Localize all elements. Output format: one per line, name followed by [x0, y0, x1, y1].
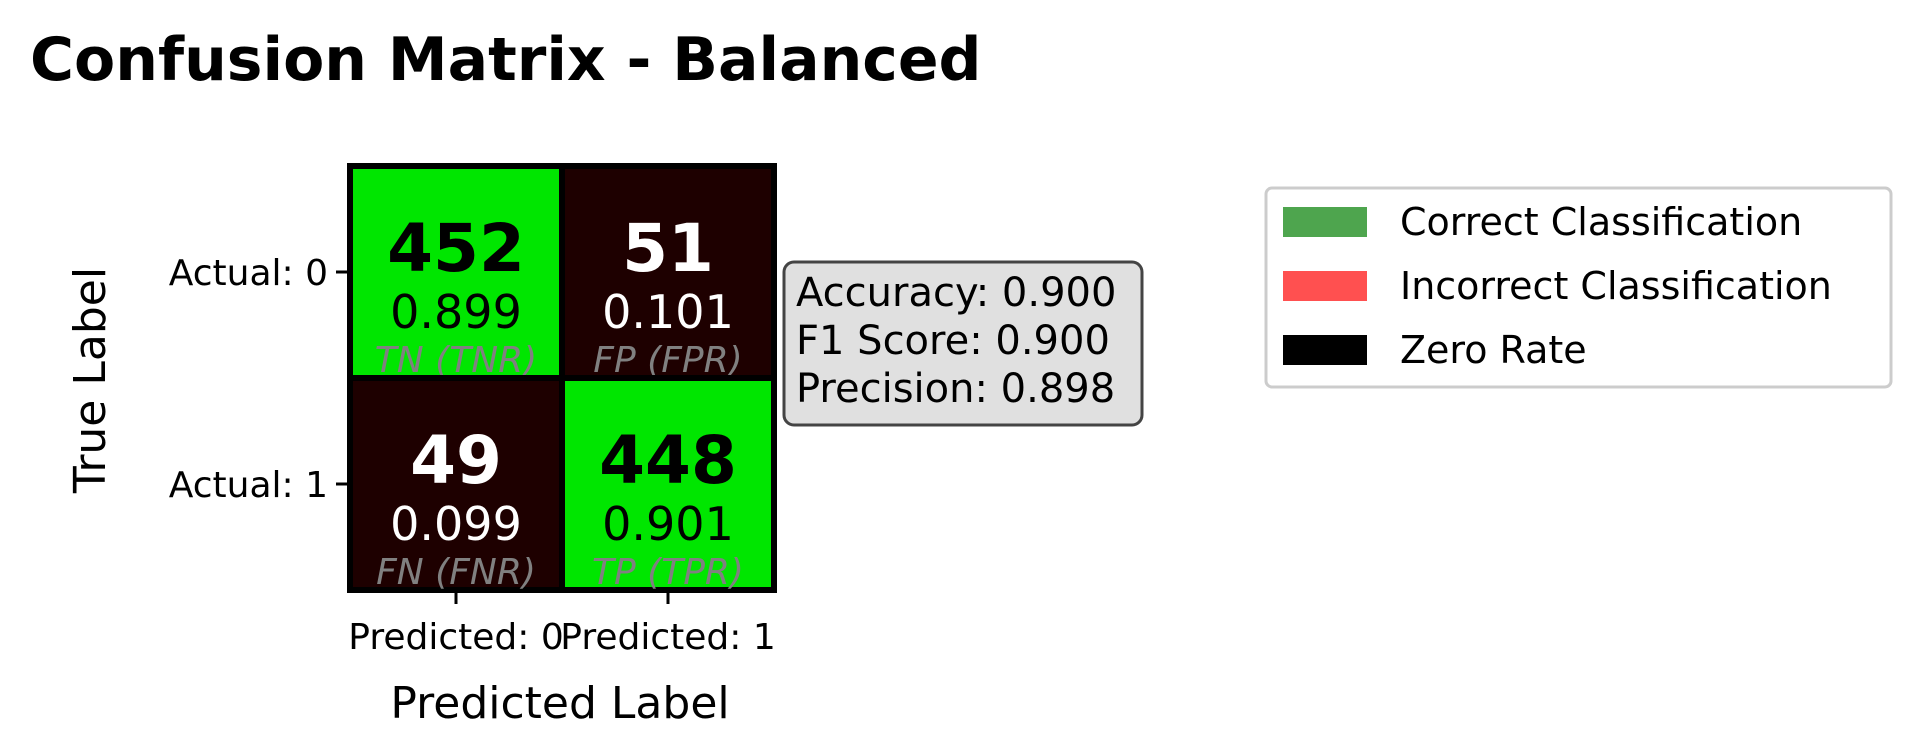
- y-axis-ticks: Actual: 0 Actual: 1: [169, 253, 350, 506]
- cell-tn-tag: TN (TNR): [375, 340, 537, 381]
- legend-swatch-2: [1283, 335, 1367, 365]
- cell-fp-rate: 0.101: [602, 285, 734, 339]
- x-axis-label: Predicted Label: [390, 678, 729, 729]
- cell-fp-count: 51: [622, 210, 714, 287]
- x-tick-label-1: Predicted: 1: [560, 617, 775, 658]
- legend-label-1: Incorrect Classification: [1400, 264, 1832, 308]
- cell-fp: [559, 163, 777, 381]
- cell-tn-rate: 0.899: [390, 285, 522, 339]
- legend-label-2: Zero Rate: [1400, 328, 1587, 372]
- cell-fn-rate: 0.099: [390, 497, 522, 551]
- metric-precision: Precision: 0.898: [796, 366, 1115, 412]
- cell-fn-count: 49: [410, 422, 502, 499]
- legend-frame: [1264, 186, 1893, 389]
- cell-fp-tag: FP (FPR): [593, 340, 742, 381]
- cell-tp-rate: 0.901: [602, 497, 734, 551]
- legend-swatch-0: [1283, 207, 1367, 237]
- cell-tn-count: 452: [387, 210, 525, 287]
- cell-tp-count: 448: [599, 422, 737, 499]
- metric-f1-score: F1 Score: 0.900: [796, 318, 1110, 364]
- metrics-box: Accuracy: 0.900 F1 Score: 0.900 Precisio…: [782, 260, 1144, 427]
- legend-label-0: Correct Classification: [1400, 200, 1802, 244]
- y-axis-label: True Label: [65, 267, 116, 494]
- cell-fn-tag: FN (FNR): [376, 552, 536, 593]
- metric-accuracy: Accuracy: 0.900: [796, 270, 1116, 316]
- legend-swatch-1: [1283, 271, 1367, 301]
- y-tick-label-1: Actual: 1: [169, 465, 328, 506]
- legend: Correct Classification Incorrect Classifi…: [1264, 186, 1893, 389]
- cell-tp-tag: TP (TPR): [592, 552, 744, 593]
- chart-title: Confusion Matrix - Balanced: [30, 25, 982, 95]
- y-tick-label-0: Actual: 0: [169, 253, 328, 294]
- metrics-box-background: [782, 260, 1144, 427]
- cell-tp: [559, 375, 777, 593]
- x-tick-label-0: Predicted: 0: [348, 617, 563, 658]
